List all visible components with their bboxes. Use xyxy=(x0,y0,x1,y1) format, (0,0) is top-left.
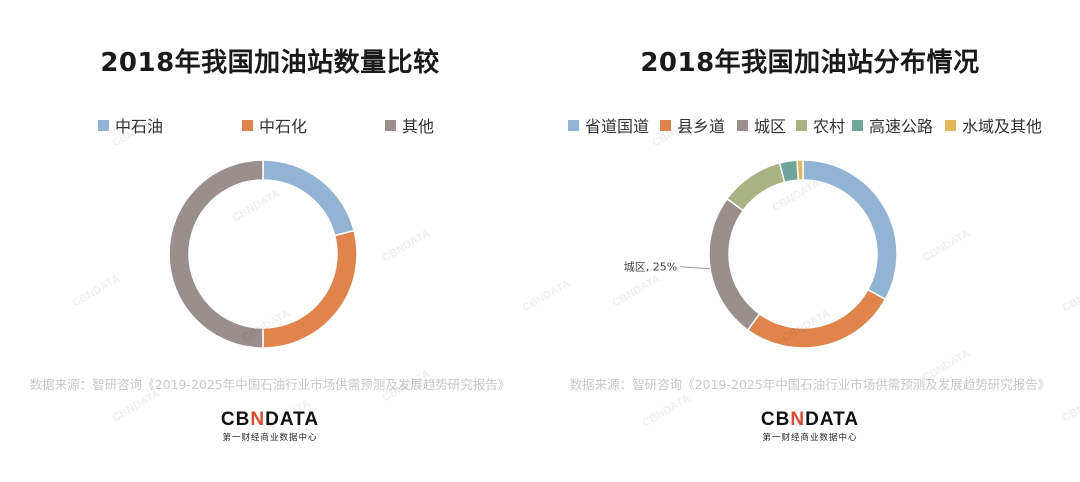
logo-subtitle: 第一财经商业数据中心 xyxy=(762,433,858,443)
cbndata-logo: CBNDATA 第一财经商业数据中心 xyxy=(540,409,1080,444)
source-text: 数据来源：智研咨询《2019-2025年中国石油行业市场供需预测及发展趋势研究报… xyxy=(569,377,1051,392)
legend-label: 中石油 xyxy=(115,117,164,136)
legend-swatch xyxy=(98,119,109,131)
legend-swatch xyxy=(660,119,671,131)
legend-item-4: 高速公路 xyxy=(852,113,933,137)
left-chart-panel: 2018年我国加油站数量比较 中石油 中石化 其他 数据来源：智研咨询《2019… xyxy=(0,48,540,444)
right-legend: 省道国道 县乡道 城区 农村 高速公路 水域及其他 xyxy=(540,113,1080,137)
legend-item-0: 中石油 xyxy=(98,113,163,137)
callout-line xyxy=(680,266,711,270)
legend-label: 高速公路 xyxy=(869,117,934,136)
right-chart-title: 2018年我国加油站分布情况 xyxy=(640,48,980,78)
logo-text: CB xyxy=(760,409,791,430)
legend-label: 县乡道 xyxy=(677,117,726,136)
left-legend: 中石油 中石化 其他 xyxy=(0,113,540,137)
legend-item-5: 水域及其他 xyxy=(945,113,1042,137)
source-text: 数据来源：智研咨询《2019-2025年中国石油行业市场供需预测及发展趋势研究报… xyxy=(29,377,511,392)
data-label-2: 城区, 25% xyxy=(624,261,677,274)
legend-item-3: 农村 xyxy=(796,113,845,137)
left-chart-title: 2018年我国加油站数量比较 xyxy=(100,48,440,78)
legend-swatch xyxy=(242,119,253,131)
legend-label: 中石化 xyxy=(259,117,308,136)
logo-text: DATA xyxy=(265,409,320,430)
legend-swatch xyxy=(385,119,396,131)
legend-label: 水域及其他 xyxy=(962,117,1043,136)
legend-item-2: 其他 xyxy=(385,113,434,137)
right-donut-chart: 城区, 25% xyxy=(624,159,898,349)
legend-item-1: 中石化 xyxy=(242,113,307,137)
logo-x: N xyxy=(250,409,266,430)
legend-label: 农村 xyxy=(813,117,846,136)
logo-text: CB xyxy=(220,409,251,430)
logo-x: N xyxy=(790,409,806,430)
left-donut-chart xyxy=(168,159,358,349)
legend-swatch xyxy=(796,119,807,131)
donut-slice-2 xyxy=(708,197,761,332)
legend-swatch xyxy=(568,119,579,131)
logo-subtitle: 第一财经商业数据中心 xyxy=(222,433,318,443)
legend-label: 省道国道 xyxy=(585,117,650,136)
right-chart-panel: 2018年我国加油站分布情况 省道国道 县乡道 城区 农村 高速公路 水域及其他… xyxy=(540,0,1080,482)
legend-swatch xyxy=(945,119,956,131)
donut-slice-1 xyxy=(262,229,358,349)
legend-item-1: 县乡道 xyxy=(660,113,725,137)
logo-text: DATA xyxy=(805,409,860,430)
legend-label: 其他 xyxy=(402,117,435,136)
legend-item-0: 省道国道 xyxy=(568,113,649,137)
legend-swatch xyxy=(852,119,863,131)
donut-slice-2 xyxy=(168,159,264,349)
donut-slice-5 xyxy=(796,159,804,181)
legend-label: 城区 xyxy=(754,117,787,136)
legend-item-2: 城区 xyxy=(737,113,786,137)
legend-swatch xyxy=(737,119,748,131)
cbndata-logo: CBNDATA 第一财经商业数据中心 xyxy=(0,409,540,444)
